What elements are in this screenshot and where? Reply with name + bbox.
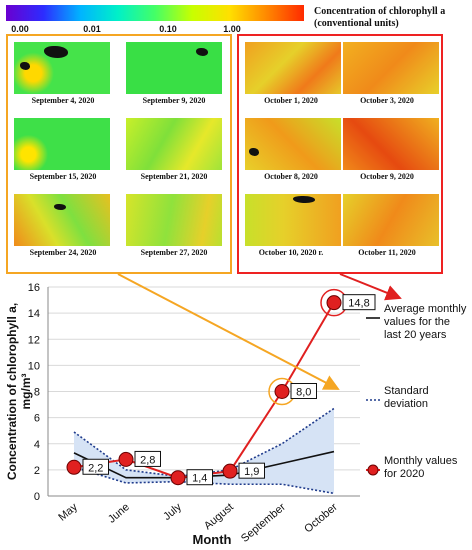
x-tick-label: August [202, 501, 236, 532]
map-caption: September 4, 2020 [31, 96, 95, 105]
map-caption: October 8, 2020 [264, 172, 318, 181]
october-maps-panel: October 1, 2020 October 3, 2020 October … [237, 34, 443, 274]
data-point [118, 451, 134, 467]
map-caption: October 3, 2020 [360, 96, 414, 105]
data-label: 2,8 [140, 454, 155, 466]
data-point [170, 470, 186, 486]
chlorophyll-map [245, 118, 341, 170]
data-point [274, 384, 290, 399]
series-layer: 2,2 2,8 1,4 1,9 8,0 14,8 [66, 288, 376, 486]
data-label-box [342, 294, 376, 311]
chlorophyll-map [343, 118, 439, 170]
legend-label: values for the [384, 316, 450, 328]
data-label: 1,4 [192, 473, 207, 485]
legend-label: Average monthly [384, 303, 467, 315]
x-tick-label: October [302, 501, 340, 536]
chlorophyll-map [126, 194, 222, 246]
chlorophyll-map [126, 118, 222, 170]
y-tick-label: 12 [28, 334, 40, 346]
colorbar-title-line1: Concentration of chlorophyll a [314, 6, 446, 17]
chlorophyll-map [14, 42, 110, 94]
chlorophyll-map [343, 194, 439, 246]
legend-label: deviation [384, 398, 428, 410]
map-caption: September 9, 2020 [142, 96, 206, 105]
legend-label: Standard [384, 385, 429, 397]
axis-layer: 0 2 4 6 8 10 12 14 16 May June July August September O… [5, 282, 360, 547]
map-caption: October 1, 2020 [264, 96, 318, 105]
chlorophyll-map [14, 118, 110, 170]
september-connector-arrow [117, 273, 340, 390]
y-tick-label: 2 [34, 465, 40, 477]
x-tick-label: June [106, 501, 132, 526]
colorbar-tick: 0.10 [159, 24, 177, 34]
legend-label: last 20 years [384, 329, 447, 341]
data-label-box [134, 450, 161, 467]
map-caption: September 15, 2020 [29, 172, 97, 181]
data-label: 14,8 [348, 298, 369, 310]
legend-label: Monthly values [384, 455, 458, 467]
x-tick-label: May [56, 501, 80, 524]
data-label: 2,2 [88, 462, 103, 474]
september-maps-panel: September 4, 2020 September 9, 2020 Sept… [6, 34, 232, 274]
colorbar-title: Concentration of chlorophyll a (conventi… [314, 6, 445, 30]
colorbar-tick: 0.00 [11, 24, 29, 34]
x-tick-label: September [239, 501, 288, 545]
map-caption: October 9, 2020 [360, 172, 414, 181]
colorbar-tick: 0.01 [83, 24, 101, 34]
y-tick-label: 14 [28, 308, 40, 320]
map-caption: September 27, 2020 [140, 248, 208, 257]
y-tick-label: 0 [34, 491, 40, 503]
y-tick-label: 8 [34, 387, 40, 399]
data-label: 8,0 [296, 387, 311, 399]
data-point [222, 463, 238, 479]
std-upper-line [73, 407, 335, 478]
october-connector-arrow [339, 273, 402, 301]
data-label-box [82, 458, 109, 475]
data-label-box [186, 469, 213, 486]
data-label: 1,9 [244, 466, 259, 478]
data-label-box [290, 383, 317, 399]
y-tick-label: 4 [34, 439, 40, 451]
colorbar-tick: 1.00 [223, 24, 241, 34]
map-caption: September 21, 2020 [140, 172, 208, 181]
map-caption: September 24, 2020 [29, 248, 97, 257]
y-axis-title: Concentration of chlorophyll a, [5, 303, 19, 480]
map-caption: October 10, 2020 г. [258, 248, 324, 257]
legend-marker-2020 [367, 464, 379, 476]
data-point [66, 459, 82, 475]
y-tick-label: 16 [28, 282, 40, 294]
chlorophyll-map [245, 194, 341, 246]
colorbar-gradient [6, 5, 304, 21]
x-tick-label: July [161, 501, 184, 523]
y-tick-label: 10 [28, 360, 40, 372]
x-axis-title: Month [193, 532, 232, 547]
legend-label: for 2020 [384, 468, 424, 480]
chlorophyll-map [343, 42, 439, 94]
chlorophyll-map [14, 194, 110, 246]
colorbar-title-line2: (conventional units) [314, 18, 399, 29]
y-axis-title-unit: mg/m³ [19, 373, 33, 409]
data-point [326, 295, 342, 311]
map-caption: October 11, 2020 [358, 248, 416, 257]
chlorophyll-map [245, 42, 341, 94]
chlorophyll-map [126, 42, 222, 94]
y-tick-label: 6 [34, 413, 40, 425]
data-label-box [238, 462, 265, 479]
